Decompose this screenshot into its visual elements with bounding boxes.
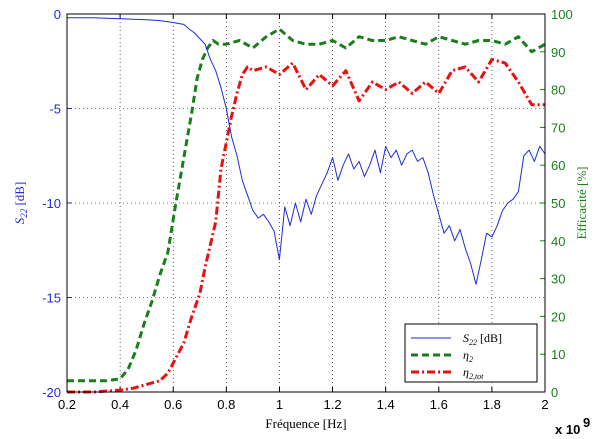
y-right-tick-label: 50 <box>551 196 565 211</box>
y-left-tick-labels: 0 -5 -10 -15 -20 <box>42 7 61 400</box>
y-left-label-unit: [dB] <box>12 182 27 209</box>
y-left-tick-label: -5 <box>49 102 61 117</box>
y-right-tick-label: 0 <box>551 385 558 400</box>
x-tick-label: 0.4 <box>111 397 129 412</box>
x-tick-label: 2 <box>541 397 548 412</box>
y-right-tick-label: 20 <box>551 309 565 324</box>
y-right-tick-label: 70 <box>551 120 565 135</box>
x-tick-label: 0.8 <box>217 397 235 412</box>
y-left-axis-label: S22 [dB] <box>12 182 29 225</box>
x-tick-label: 1.8 <box>483 397 501 412</box>
x-tick-label: 1.4 <box>377 397 395 412</box>
y-right-tick-label: 100 <box>551 7 573 22</box>
y-right-tick-label: 80 <box>551 83 565 98</box>
x-tick-labels: 0.2 0.4 0.6 0.8 1 1.2 1.4 1.6 1.8 2 <box>58 397 549 412</box>
x-tick-label: 0.6 <box>164 397 182 412</box>
legend-s22-sub: 22 <box>469 338 477 347</box>
legend-s22-unit: [dB] <box>477 331 502 345</box>
x-tick-label: 1.2 <box>324 397 342 412</box>
legend-entry-s22: S22 [dB] <box>463 331 502 347</box>
y-right-tick-label: 40 <box>551 234 565 249</box>
x-multiplier-exponent: 9 <box>583 415 590 430</box>
legend-eta2tot-sub: 2,tot <box>469 372 484 381</box>
y-right-tick-label: 60 <box>551 158 565 173</box>
y-left-tick-label: 0 <box>54 7 61 22</box>
legend-eta2-sub: 2 <box>469 355 473 364</box>
x-multiplier-text: x 10 <box>555 422 580 437</box>
y-right-tick-label: 90 <box>551 45 565 60</box>
y-left-tick-label: -15 <box>42 291 61 306</box>
y-left-tick-label: -10 <box>42 196 61 211</box>
y-right-tick-labels: 0 10 20 30 40 50 60 70 80 90 100 <box>551 7 573 400</box>
y-right-tick-label: 30 <box>551 272 565 287</box>
x-tick-label: 1 <box>276 397 283 412</box>
x-tick-label: 1.6 <box>430 397 448 412</box>
y-right-axis-label: Efficacité [%] <box>574 166 589 239</box>
legend: S22 [dB] η2 η2,tot <box>405 324 537 382</box>
y-right-tick-label: 10 <box>551 347 565 362</box>
x-axis-label: Fréquence [Hz] <box>265 416 346 431</box>
y-left-tick-label: -20 <box>42 385 61 400</box>
x-multiplier: x 10 9 <box>555 415 590 437</box>
